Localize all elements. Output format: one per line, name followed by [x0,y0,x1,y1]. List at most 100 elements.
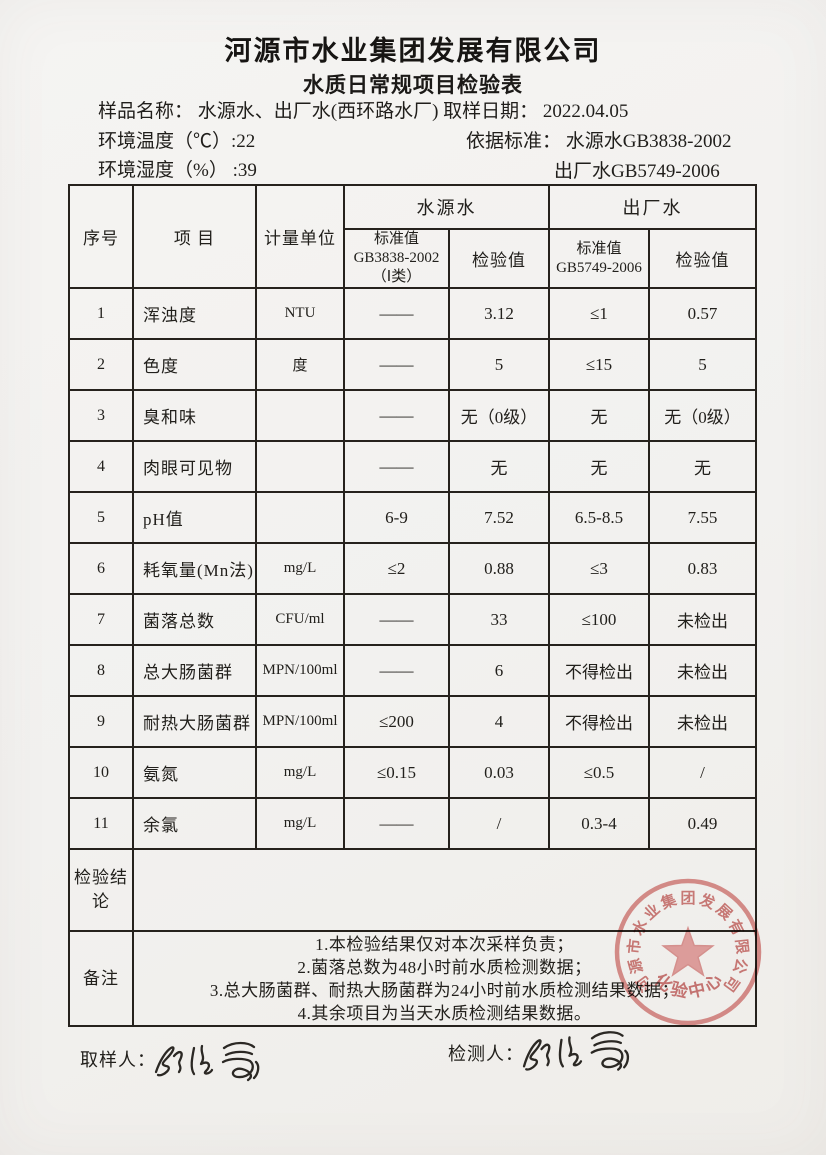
cell-unit [255,440,345,493]
cell-out-val: 未检出 [648,644,757,697]
cell-src-val: 33 [448,593,550,646]
company-seal-stamp: 河源市水业集团发展有限公司化验中心 [614,878,762,1026]
header-outlet-water-group: 出厂水 [548,184,757,230]
table-row: 2 色度 度 —— 5 ≤15 5 [68,338,757,391]
cell-item: 肉眼可见物 [132,440,257,493]
table-row: 3 臭和味 —— 无（0级） 无 无（0级） [68,389,757,442]
outlet-standard-line: 出厂水GB5749-2006 [554,161,720,182]
header-source-test-value: 检验值 [448,228,550,289]
reference-standard-line: 依据标准： 水源水GB3838-2002 [466,131,732,152]
cell-src-std: ≤200 [343,695,450,748]
cell-src-val: 7.52 [448,491,550,544]
stamp-company-text: 源 [625,956,646,975]
cell-src-std: —— [343,287,450,340]
stamp-company-text: 限 [732,938,750,955]
env-temperature-line: 环境温度（℃）:22 [98,131,256,152]
remarks-row: 备注 1.本检验结果仅对本次采样负责； 2.菌落总数为48小时前水质检测数据； … [68,930,757,1027]
cell-unit: MPN/100ml [255,644,345,697]
cell-unit: CFU/ml [255,593,345,646]
table-header-row-sub: 标准值 GB3838-2002 （Ⅰ类） 检验值 标准值 GB5749-2006… [69,228,757,289]
table-row: 6 耗氧量(Mn法) mg/L ≤2 0.88 ≤3 0.83 [68,542,757,595]
cell-src-std: —— [343,593,450,646]
cell-src-val: 5 [448,338,550,391]
cell-src-std: —— [343,389,450,442]
cell-src-val: 0.03 [448,746,550,799]
cell-out-std: 不得检出 [548,695,650,748]
cell-src-std: ≤0.15 [343,746,450,799]
cell-out-std: ≤3 [548,542,650,595]
cell-src-std: —— [343,440,450,493]
stamp-company-text: 展 [713,901,736,924]
signatures-overlay [154,1030,630,1082]
cell-out-std: 不得检出 [548,644,650,697]
cell-src-std: —— [343,797,450,850]
cell-no: 2 [68,338,134,391]
cell-item: 菌落总数 [132,593,257,646]
stamp-company-text: 市 [625,938,644,955]
cell-src-std: —— [343,644,450,697]
cell-item: 臭和味 [132,389,257,442]
cell-item: 色度 [132,338,257,391]
stamp-company-text: 发 [696,890,718,913]
cell-src-std: 6-9 [343,491,450,544]
cell-out-val: 无 [648,440,757,493]
cell-unit: mg/L [255,542,345,595]
remark-line: 1.本检验结果仅对本次采样负责； [315,934,574,954]
header-outlet-test-value: 检验值 [648,228,757,289]
cell-unit [255,491,345,544]
cell-unit: mg/L [255,797,345,850]
stamp-company-text: 业 [641,901,664,924]
cell-src-val: 无（0级） [448,389,550,442]
remarks-content: 1.本检验结果仅对本次采样负责； 2.菌落总数为48小时前水质检测数据； 3.总… [132,930,757,1027]
cell-no: 3 [68,389,134,442]
header-unit: 计量单位 [255,184,345,289]
cell-no: 10 [68,746,134,799]
cell-unit: NTU [255,287,345,340]
cell-out-val: 7.55 [648,491,757,544]
cell-item: 耗氧量(Mn法) [132,542,257,595]
cell-no: 8 [68,644,134,697]
tester-label: 检测人： [448,1044,524,1064]
stamp-company-text: 公 [730,956,750,975]
stamp-star-icon [661,925,715,977]
cell-item: 总大肠菌群 [132,644,257,697]
cell-out-std: 6.5-8.5 [548,491,650,544]
table-row: 10 氨氮 mg/L ≤0.15 0.03 ≤0.5 / [68,746,757,799]
cell-out-val: / [648,746,757,799]
cell-out-std: 0.3-4 [548,797,650,850]
conclusion-label: 检验结论 [68,848,134,932]
table-row: 4 肉眼可见物 —— 无 无 无 [68,440,757,493]
remark-line: 2.菌落总数为48小时前水质检测数据； [297,957,592,977]
header-item: 项 目 [132,184,257,289]
cell-src-val: / [448,797,550,850]
remarks-label: 备注 [68,930,134,1027]
cell-out-std: ≤15 [548,338,650,391]
cell-out-std: ≤1 [548,287,650,340]
cell-no: 6 [68,542,134,595]
table-row: 9 耐热大肠菌群 MPN/100ml ≤200 4 不得检出 未检出 [68,695,757,748]
cell-item: 浑浊度 [132,287,257,340]
env-humidity-line: 环境湿度（%） :39 [98,160,257,181]
header-source-standard: 标准值 GB3838-2002 （Ⅰ类） [343,228,450,289]
cell-no: 11 [68,797,134,850]
stamp-center-text: 中 [686,978,707,1001]
cell-src-val: 无 [448,440,550,493]
cell-src-val: 4 [448,695,550,748]
cell-out-val: 无（0级） [648,389,757,442]
cell-out-std: ≤0.5 [548,746,650,799]
table-header-row-groups: 序号 项 目 计量单位 水源水 出厂水 [68,184,757,289]
table-row: 11 余氯 mg/L —— / 0.3-4 0.49 [68,797,757,850]
document-title: 水质日常规项目检验表 [303,74,523,97]
stamp-company-text: 集 [657,890,679,913]
cell-no: 7 [68,593,134,646]
cell-src-std: ≤2 [343,542,450,595]
stamp-company-text: 有 [725,917,748,939]
header-outlet-standard: 标准值 GB5749-2006 [548,228,650,289]
cell-no: 5 [68,491,134,544]
table-row: 7 菌落总数 CFU/ml —— 33 ≤100 未检出 [68,593,757,646]
table-row: 5 pH值 6-9 7.52 6.5-8.5 7.55 [68,491,757,544]
cell-unit [255,389,345,442]
cell-src-val: 6 [448,644,550,697]
cell-out-std: 无 [548,389,650,442]
